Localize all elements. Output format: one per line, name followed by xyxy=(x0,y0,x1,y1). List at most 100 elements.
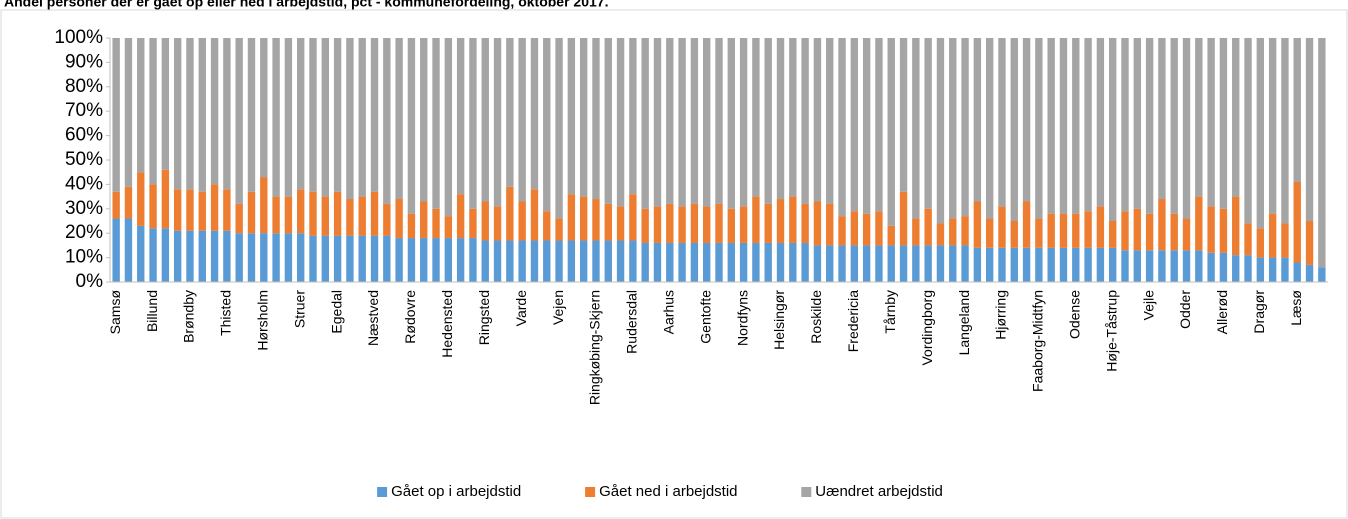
bar-segment xyxy=(813,38,822,202)
bar-segment xyxy=(1035,247,1043,282)
bar-segment xyxy=(1256,228,1265,258)
bar-segment xyxy=(223,189,231,231)
bar-segment xyxy=(616,240,625,282)
bar-segment xyxy=(801,203,809,243)
bar-segment xyxy=(653,242,662,282)
bar-segment xyxy=(1232,196,1240,256)
bar-segment xyxy=(456,194,465,239)
bar-segment xyxy=(321,235,329,282)
bar-segment xyxy=(173,189,182,231)
bar-segment xyxy=(481,240,489,282)
bar-segment xyxy=(1232,38,1240,197)
bar-segment xyxy=(149,38,157,185)
bar-segment xyxy=(862,245,871,282)
x-tick-label: Samsø xyxy=(107,290,123,335)
bar-segment xyxy=(604,240,612,282)
bar-segment xyxy=(887,38,895,226)
x-tick-label: Thisted xyxy=(218,290,234,336)
bar-segment xyxy=(1145,38,1154,214)
bar-segment xyxy=(1010,247,1018,282)
bar-segment xyxy=(862,213,871,246)
bar-segment xyxy=(247,191,256,234)
bar-segment xyxy=(137,225,145,282)
bar-segment xyxy=(210,184,219,231)
bar-segment xyxy=(776,38,785,200)
bar-segment xyxy=(1145,213,1154,251)
bar-segment xyxy=(567,240,576,282)
x-tick-label: Rødovre xyxy=(402,290,418,344)
bar-segment xyxy=(739,242,748,282)
bar-segment xyxy=(1084,211,1092,248)
bar-segment xyxy=(838,245,846,282)
bar-segment xyxy=(1010,221,1018,248)
bar-segment xyxy=(346,235,354,282)
bar-segment xyxy=(173,38,182,190)
bar-segment xyxy=(973,38,982,202)
bar-segment xyxy=(112,38,120,192)
bar-segment xyxy=(161,38,170,170)
bar-segment xyxy=(198,230,206,282)
bar-segment xyxy=(444,238,453,282)
bar-segment xyxy=(260,233,268,282)
bar-segment xyxy=(260,177,268,234)
bar-segment xyxy=(1059,38,1068,214)
bar-segment xyxy=(149,184,157,229)
bar-segment xyxy=(346,199,354,236)
bar-segment xyxy=(383,235,391,282)
bar-segment xyxy=(1059,213,1068,248)
bar-segment xyxy=(543,38,551,212)
bar-segment xyxy=(813,245,822,282)
bar-segment xyxy=(420,201,428,239)
bar-segment xyxy=(764,38,772,204)
x-tick-label: Ringsted xyxy=(476,290,492,345)
bar-segment xyxy=(985,218,994,248)
x-tick-label: Vordingborg xyxy=(919,290,935,366)
bar-segment xyxy=(678,206,686,243)
bar-segment xyxy=(432,38,440,209)
y-tick-label: 60% xyxy=(65,125,103,146)
bar-segment xyxy=(1281,257,1289,282)
bar-segment xyxy=(1158,38,1166,200)
bar-segment xyxy=(432,208,440,239)
bar-segment xyxy=(629,38,637,195)
bar-segment xyxy=(703,206,711,243)
bar-segment xyxy=(936,245,945,282)
legend-label: Gået op i arbejdstid xyxy=(391,483,521,500)
bar-segment xyxy=(789,38,797,197)
bar-segment xyxy=(1035,38,1043,219)
y-tick-label: 50% xyxy=(65,149,103,170)
bar-segment xyxy=(530,240,539,282)
bar-segment xyxy=(420,38,428,202)
bar-segment xyxy=(444,216,453,239)
bar-segment xyxy=(715,203,723,243)
bar-segment xyxy=(1195,196,1203,251)
bar-segment xyxy=(383,38,391,204)
bar-segment xyxy=(161,169,170,229)
bar-segment xyxy=(813,201,822,246)
x-tick-label: Vejen xyxy=(550,290,566,325)
bar-segment xyxy=(1170,38,1178,214)
bar-segment xyxy=(998,247,1006,282)
bar-segment xyxy=(703,242,711,282)
bar-segment xyxy=(862,38,871,214)
bar-segment xyxy=(469,238,477,282)
bar-segment xyxy=(186,230,194,282)
x-tick-label: Hedensted xyxy=(439,290,455,358)
bar-segment xyxy=(739,38,748,207)
bar-segment xyxy=(1072,38,1080,214)
bar-segment xyxy=(235,233,243,282)
bar-segment xyxy=(899,245,908,282)
x-tick-label: Tårnby xyxy=(882,290,898,334)
bar-segment xyxy=(616,206,625,241)
bar-segment xyxy=(530,189,539,241)
bar-segment xyxy=(579,196,588,241)
bar-segment xyxy=(395,38,403,200)
bar-segment xyxy=(321,196,329,236)
bar-segment xyxy=(1207,252,1215,282)
bar-segment xyxy=(1293,262,1301,282)
bar-segment xyxy=(1318,267,1326,282)
bar-segment xyxy=(284,38,293,197)
bar-segment xyxy=(1084,247,1092,282)
bar-segment xyxy=(1121,38,1129,212)
bar-segment xyxy=(456,238,465,282)
